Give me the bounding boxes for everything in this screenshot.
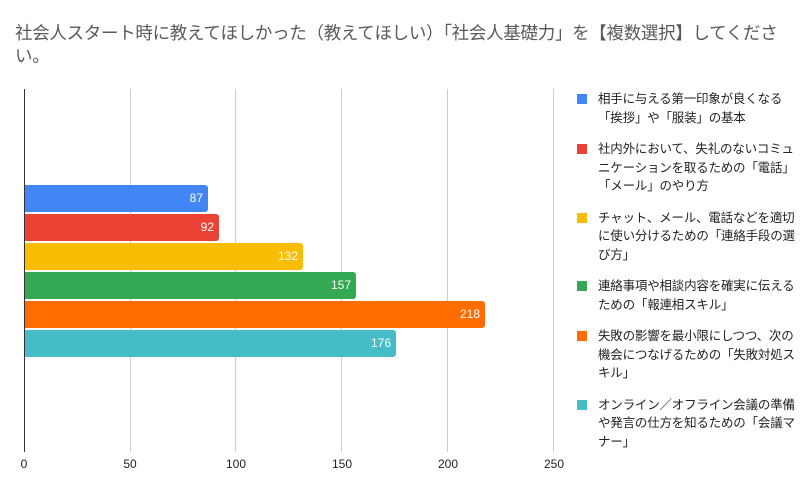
plot-area: 87 92 132 157 218 176: [24, 89, 564, 452]
legend-item[interactable]: 社内外において、失礼のないコミュニケーションを取るための「電話」「メール」のやり…: [577, 140, 797, 196]
legend-label: オンライン／オフライン会議の準備や発言の仕方を知るための「会議マナー」: [598, 396, 795, 449]
bar-value-label: 218: [459, 307, 480, 321]
legend-swatch-blue: [577, 94, 587, 104]
bar-value-label: 87: [189, 191, 203, 205]
legend-label: 連絡事項や相談内容を確実に伝えるための「報連相スキル」: [598, 278, 795, 312]
chart-title: 社会人スタート時に教えてほしかった（教えてほしい）「社会人基礎力」を【複数選択】…: [15, 24, 778, 67]
x-tick-label: 50: [123, 457, 137, 471]
legend-swatch-orange: [577, 331, 587, 341]
legend-item[interactable]: 連絡事項や相談内容を確実に伝えるための「報連相スキル」: [577, 277, 797, 314]
bar-value-label: 176: [370, 336, 391, 350]
legend-label: チャット、メール、電話などを適切に使い分けるための「連絡手段の選び方」: [598, 209, 795, 262]
legend-swatch-yellow: [577, 212, 587, 223]
bar-greeting-attire[interactable]: 87: [25, 185, 208, 212]
legend-label: 相手に与える第一印象が良くなる「挨拶」や「服装」の基本: [598, 91, 783, 125]
y-axis-line: [24, 89, 25, 452]
bar-phone-email[interactable]: 92: [25, 214, 219, 241]
bar-contact-method[interactable]: 132: [25, 243, 303, 270]
bar-value-label: 92: [200, 220, 214, 234]
gridline-100: [235, 89, 236, 452]
legend-swatch-green: [577, 281, 587, 291]
gridline-50: [130, 89, 131, 452]
legend-item[interactable]: 相手に与える第一印象が良くなる「挨拶」や「服装」の基本: [577, 90, 797, 127]
gridline-150: [341, 89, 342, 452]
legend-item[interactable]: 失敗の影響を最小限にしつつ、次の機会につなげるための「失敗対処スキル」: [577, 327, 797, 383]
legend-swatch-red: [577, 144, 587, 154]
x-tick-label: 0: [20, 457, 28, 471]
bar-value-label: 132: [277, 249, 298, 263]
bar-meeting-manners[interactable]: 176: [25, 330, 396, 357]
bar-value-label: 157: [330, 278, 351, 292]
legend: 相手に与える第一印象が良くなる「挨拶」や「服装」の基本 社内外において、失礼のな…: [577, 90, 797, 464]
gridline-250: [553, 89, 554, 452]
legend-item[interactable]: オンライン／オフライン会議の準備や発言の仕方を知るための「会議マナー」: [577, 396, 797, 452]
bar-hourensou[interactable]: 157: [25, 272, 356, 299]
legend-label: 社内外において、失礼のないコミュニケーションを取るための「電話」「メール」のやり…: [598, 141, 795, 193]
legend-item[interactable]: チャット、メール、電話などを適切に使い分けるための「連絡手段の選び方」: [577, 209, 797, 265]
gridline-200: [447, 89, 448, 452]
x-tick-label: 150: [331, 457, 353, 471]
x-tick-label: 250: [543, 457, 565, 471]
x-tick-label: 100: [225, 457, 247, 471]
legend-label: 失敗の影響を最小限にしつつ、次の機会につなげるための「失敗対処スキル」: [598, 328, 795, 380]
legend-swatch-teal: [577, 399, 587, 410]
x-tick-label: 200: [437, 457, 459, 471]
bar-failure-handling[interactable]: 218: [25, 301, 485, 328]
